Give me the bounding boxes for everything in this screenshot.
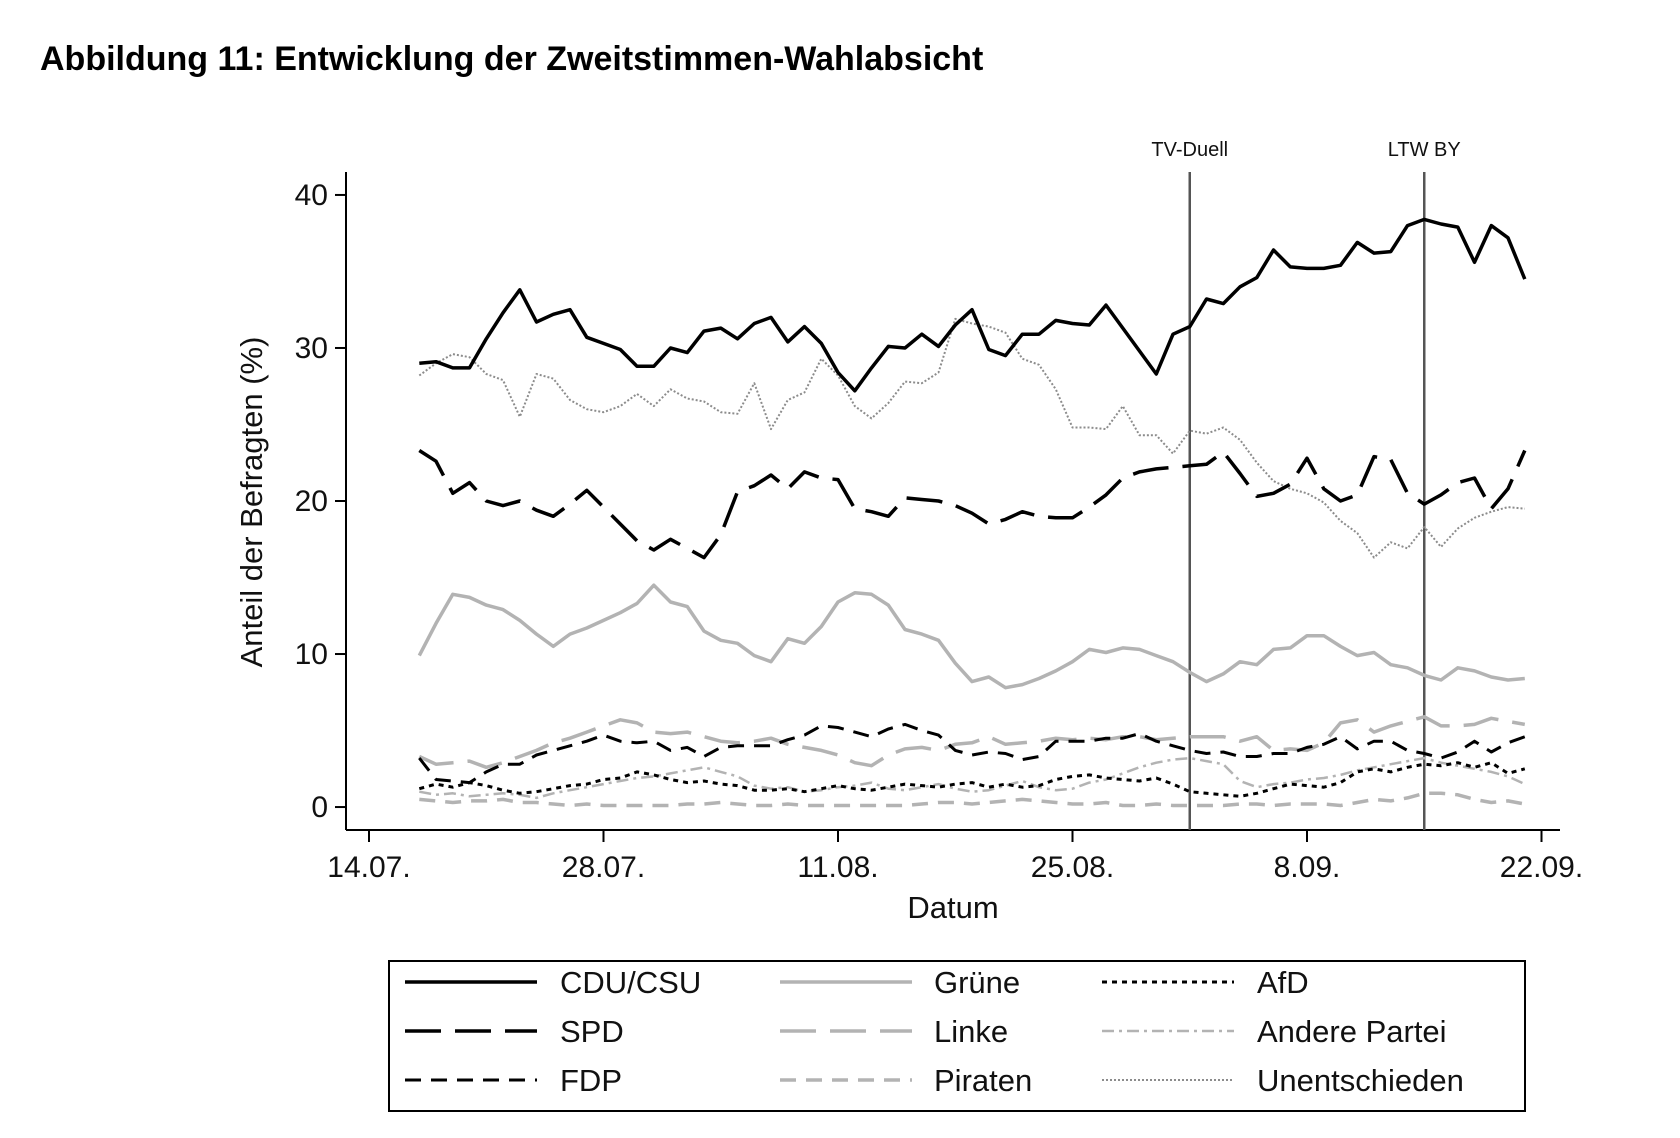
x-tick-label: 11.08. [797, 851, 878, 884]
legend-label: AfD [1257, 965, 1309, 1000]
series-lines [417, 217, 1527, 808]
legend-label: Unentschieden [1257, 1063, 1464, 1098]
series-line-andere-partei [419, 756, 1526, 800]
series-line-piraten [419, 791, 1526, 808]
x-tick-label: 22.09. [1500, 851, 1583, 884]
marker-label: TV-Duell [1151, 139, 1228, 161]
figure-title: Abbildung 11: Entwicklung der Zweitstimm… [40, 40, 984, 78]
x-tick-label: 25.08. [1031, 851, 1114, 884]
y-tick-label: 30 [295, 332, 328, 365]
y-tick-label: 40 [295, 179, 328, 212]
y-tick-label: 20 [295, 485, 328, 518]
legend-box [388, 960, 1526, 1112]
legend-label: Linke [934, 1014, 1008, 1049]
series-line-linke [418, 715, 1526, 770]
marker-label: LTW BY [1388, 139, 1461, 161]
y-tick-label: 10 [295, 638, 328, 671]
axes: 0 10 20 30 40 14.07. 28.07. 11.08. 25.08. 8.09. 22… [295, 172, 1583, 884]
series-line-unentschieden [418, 317, 1525, 559]
series-line-spd [418, 449, 1527, 560]
event-markers: TV-Duell LTW BY [1151, 139, 1461, 830]
series-line-cdu-csu [419, 217, 1527, 393]
x-tick-label: 28.07. [562, 851, 645, 884]
y-tick-label: 0 [311, 791, 328, 824]
x-axis-label: Datum [907, 890, 998, 925]
x-tick-label: 14.07. [327, 851, 410, 884]
legend-label: SPD [560, 1014, 624, 1049]
legend-label: CDU/CSU [560, 965, 701, 1000]
legend: CDU/CSU SPD FDP Grüne Linke Piraten AfD Andere … [388, 960, 1526, 1112]
legend-label: Piraten [934, 1063, 1032, 1098]
series-line-gr-ne [417, 583, 1525, 690]
y-axis-label: Anteil der Befragten (%) [234, 337, 269, 668]
legend-label: Andere Partei [1257, 1014, 1447, 1049]
series-line-afd [418, 761, 1526, 798]
legend-label: Grüne [934, 965, 1020, 1000]
x-tick-label: 8.09. [1274, 851, 1341, 884]
legend-label: FDP [560, 1063, 622, 1098]
